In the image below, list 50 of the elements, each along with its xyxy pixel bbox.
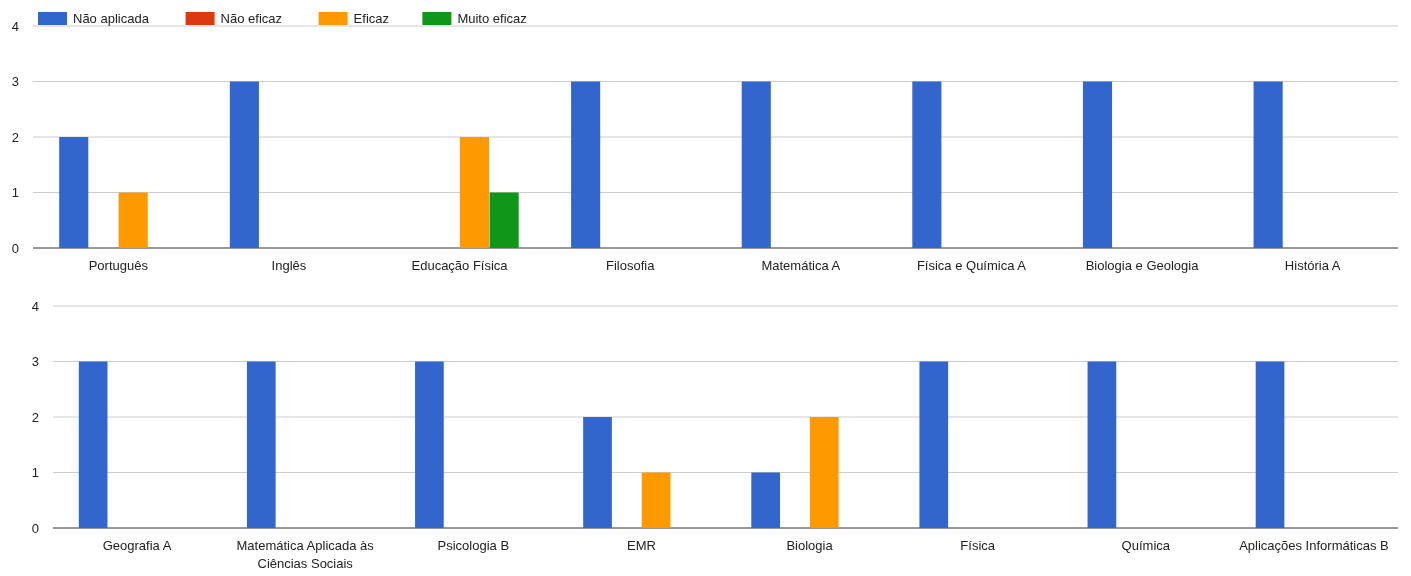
bar bbox=[78, 361, 108, 528]
bar bbox=[571, 81, 601, 248]
y-tick-label: 2 bbox=[11, 129, 19, 145]
bar bbox=[741, 81, 771, 248]
bar bbox=[751, 472, 780, 528]
y-tick-label: 3 bbox=[31, 354, 39, 370]
x-tick-label: História A bbox=[1284, 258, 1341, 273]
legend-label: Não aplicada bbox=[73, 10, 150, 26]
bar bbox=[641, 472, 671, 528]
x-tick-label: Aplicações Informáticas B bbox=[1239, 538, 1389, 553]
bar bbox=[415, 361, 444, 528]
bar bbox=[919, 361, 949, 528]
legend-label: Eficaz bbox=[353, 10, 390, 26]
x-tick-label: Psicologia B bbox=[437, 538, 510, 553]
x-tick-label: Biologia bbox=[786, 538, 834, 553]
x-tick-label: Física e Química A bbox=[916, 258, 1027, 273]
bar bbox=[583, 417, 612, 528]
y-tick-label: 3 bbox=[11, 74, 19, 90]
x-tick-label: Matemática Aplicada às Ciências Sociais bbox=[236, 538, 375, 571]
y-tick-label: 4 bbox=[31, 298, 39, 314]
bar bbox=[59, 137, 89, 248]
x-tick-label: Física bbox=[960, 538, 996, 553]
x-tick-label: Educação Física bbox=[411, 258, 509, 273]
legend-label: Não eficaz bbox=[220, 10, 283, 26]
x-tick-label: Biologia e Geologia bbox=[1085, 258, 1200, 273]
x-tick-label: Matemática A bbox=[761, 258, 841, 273]
y-tick-label: 4 bbox=[11, 18, 19, 34]
bar bbox=[246, 361, 276, 528]
bar bbox=[912, 81, 942, 248]
x-tick-label: EMR bbox=[626, 538, 656, 553]
y-tick-label: 1 bbox=[31, 465, 39, 481]
x-tick-label: Filosofia bbox=[605, 258, 656, 273]
x-tick-label: Português bbox=[88, 258, 149, 273]
x-tick-label: Química bbox=[1121, 538, 1171, 553]
bar bbox=[118, 192, 148, 248]
y-tick-label: 0 bbox=[31, 520, 39, 536]
bar bbox=[1253, 81, 1283, 248]
bar bbox=[1082, 81, 1113, 248]
bar bbox=[809, 417, 839, 528]
bar bbox=[1087, 361, 1117, 528]
bar bbox=[229, 81, 259, 248]
y-tick-label: 2 bbox=[31, 409, 39, 425]
y-tick-label: 0 bbox=[11, 240, 19, 256]
y-tick-label: 1 bbox=[11, 185, 19, 201]
bar bbox=[1255, 361, 1285, 528]
legend-label: Muito eficaz bbox=[457, 10, 527, 26]
bar bbox=[489, 192, 519, 248]
x-tick-label: Inglês bbox=[271, 258, 307, 273]
bar bbox=[459, 137, 489, 248]
x-tick-label: Geografia A bbox=[102, 538, 172, 553]
